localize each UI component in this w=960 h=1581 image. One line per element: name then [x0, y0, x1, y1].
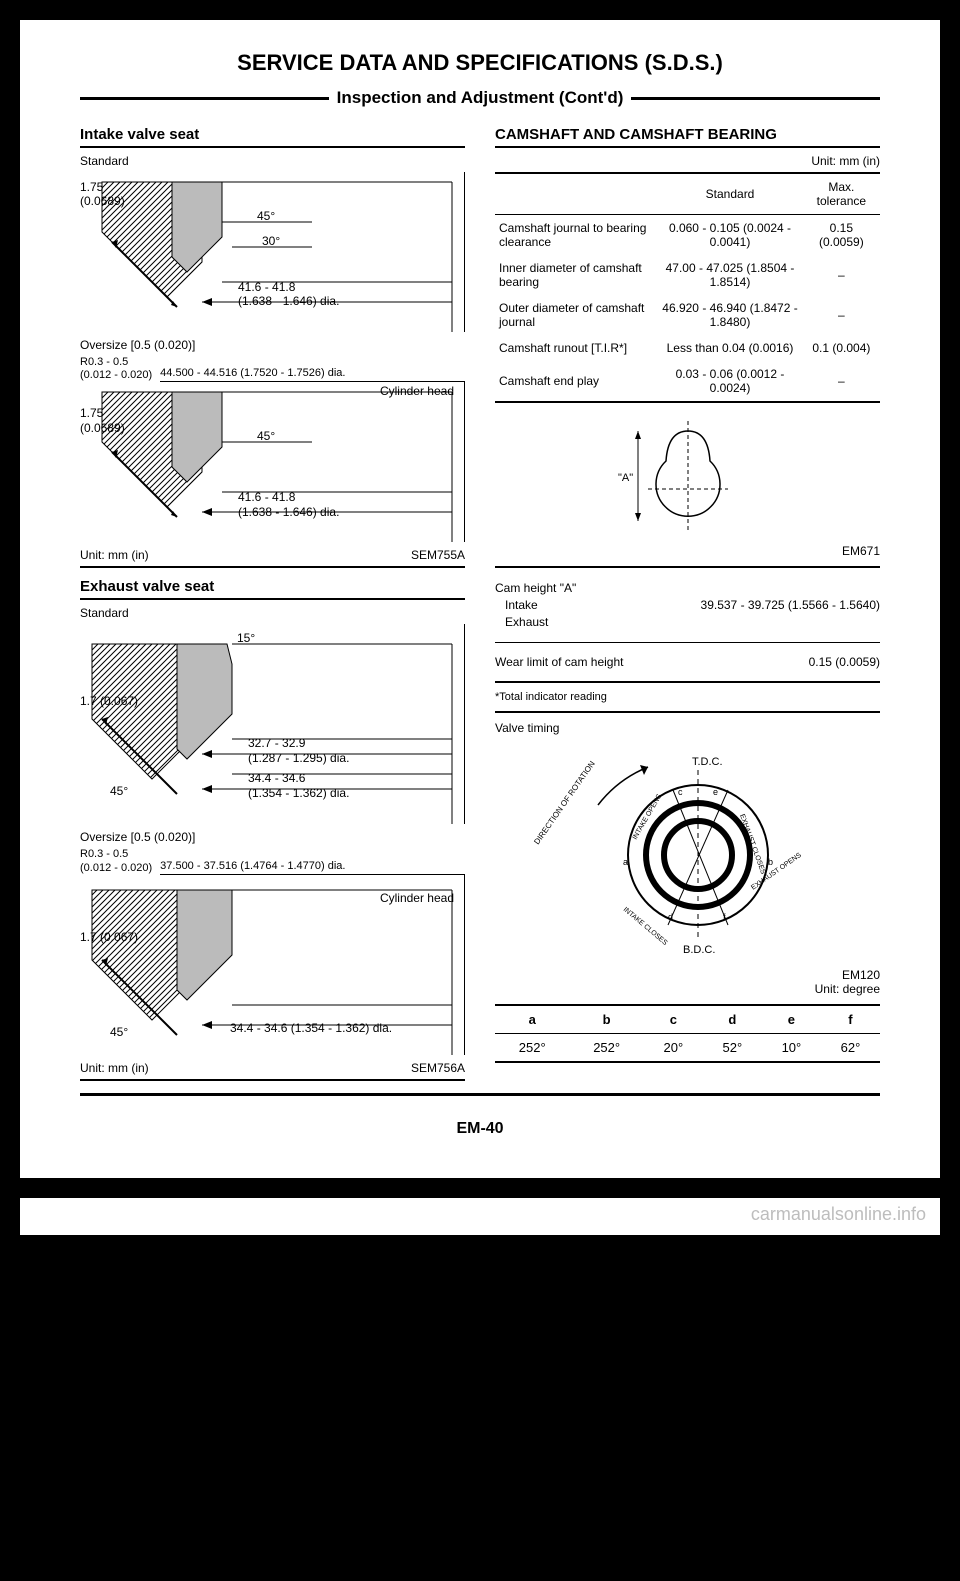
divider	[495, 711, 880, 713]
wear-limit-row: Wear limit of cam height 0.15 (0.0059)	[495, 651, 880, 673]
rule-left	[80, 97, 329, 100]
divider	[495, 566, 880, 568]
page-number: EM-40	[80, 1120, 880, 1138]
svg-text:EXHAUST CLOSES: EXHAUST CLOSES	[738, 814, 766, 876]
svg-text:15°: 15°	[237, 631, 255, 645]
exhaust-std-angle: 45°	[110, 784, 128, 798]
intake-unit: Unit: mm (in)	[80, 548, 149, 562]
intake-unit-row: Unit: mm (in) SEM755A	[80, 548, 465, 568]
svg-text:b: b	[768, 857, 773, 867]
page: SERVICE DATA AND SPECIFICATIONS (S.D.S.)…	[20, 20, 940, 1178]
rule-right	[631, 97, 880, 100]
intake-oversize-diagram: 45° Cylinder head 1.75 (0.0689) 41.6 - 4…	[80, 382, 465, 542]
main-title: SERVICE DATA AND SPECIFICATIONS (S.D.S.)	[80, 50, 880, 76]
intake-oversize-label: Oversize [0.5 (0.020)]	[80, 338, 465, 352]
cam-a-diagram: "A"	[495, 421, 880, 534]
table-row: Camshaft journal to bearing clearance 0.…	[495, 215, 880, 256]
svg-text:45°: 45°	[257, 429, 275, 443]
svg-text:DIRECTION OF ROTATION: DIRECTION OF ROTATION	[532, 760, 597, 847]
intake-os-top: R0.3 - 0.5 (0.012 - 0.020) 44.500 - 44.5…	[80, 356, 465, 382]
svg-text:c: c	[678, 787, 683, 797]
cam-height-row: Cam height "A" Intake Exhaust 39.537 - 3…	[495, 576, 880, 634]
left-column: Intake valve seat Standard	[80, 126, 465, 1081]
table-row: 252° 252° 20° 52° 10° 62°	[495, 1034, 880, 1063]
exhaust-unit-row: Unit: mm (in) SEM756A	[80, 1061, 465, 1081]
exhaust-std-width: 1.7 (0.067)	[80, 694, 138, 708]
svg-text:30°: 30°	[262, 234, 280, 248]
exhaust-os-cylhead: Cylinder head	[380, 891, 454, 905]
svg-text:e: e	[713, 787, 718, 797]
exhaust-standard-diagram: 15° 1.7 (0.067) 45° 32.7 - 32.9 (1.287 -…	[80, 624, 465, 824]
svg-text:f: f	[723, 912, 726, 922]
timing-unit: Unit: degree	[815, 982, 880, 996]
timing-fig-row: EM120 Unit: degree	[495, 968, 880, 996]
svg-text:"A": "A"	[618, 472, 633, 484]
svg-text:T.D.C.: T.D.C.	[692, 756, 723, 768]
intake-std-dia: 41.6 - 41.8 (1.638 - 1.646) dia.	[238, 280, 339, 309]
exhaust-os-dia: 34.4 - 34.6 (1.354 - 1.362) dia.	[230, 1021, 392, 1035]
intake-heading: Intake valve seat	[80, 126, 465, 148]
exhaust-std-dia2: 34.4 - 34.6 (1.354 - 1.362) dia.	[248, 771, 349, 800]
svg-text:INTAKE CLOSES: INTAKE CLOSES	[621, 907, 668, 948]
valve-timing-diagram: T.D.C. B.D.C. c e a b d f DIRECTION OF R…	[495, 745, 880, 958]
intake-standard-diagram: 45° 30° 1.75 (0.0689) 41.6 - 41.8 (1.638…	[80, 172, 465, 332]
svg-text:a: a	[623, 857, 628, 867]
cam-th-max: Max. tolerance	[803, 173, 880, 215]
divider	[495, 681, 880, 683]
cam-th-std: Standard	[657, 173, 802, 215]
table-row: Camshaft runout [T.I.R*] Less than 0.04 …	[495, 335, 880, 361]
cam-a-fig: EM671	[495, 544, 880, 558]
table-row: Camshaft end play 0.03 - 0.06 (0.0012 - …	[495, 361, 880, 402]
intake-os-cylhead: Cylinder head	[380, 384, 454, 398]
divider	[495, 642, 880, 643]
exhaust-fig: SEM756A	[411, 1061, 465, 1075]
exhaust-oversize-diagram: Cylinder head 1.7 (0.067) 45° 34.4 - 34.…	[80, 875, 465, 1055]
valve-timing-label: Valve timing	[495, 721, 880, 735]
exhaust-std-dia1: 32.7 - 32.9 (1.287 - 1.295) dia.	[248, 736, 349, 765]
svg-text:d: d	[668, 912, 673, 922]
intake-std-width: 1.75 (0.0689)	[80, 180, 125, 209]
exhaust-unit: Unit: mm (in)	[80, 1061, 149, 1075]
subtitle-row: Inspection and Adjustment (Cont'd)	[80, 88, 880, 108]
footnote: *Total indicator reading	[495, 691, 880, 703]
bottom-rule	[80, 1093, 880, 1096]
exhaust-heading: Exhaust valve seat	[80, 578, 465, 600]
exhaust-os-top: R0.3 - 0.5 (0.012 - 0.020) 37.500 - 37.5…	[80, 848, 465, 874]
subtitle: Inspection and Adjustment (Cont'd)	[329, 88, 632, 108]
camshaft-heading: CAMSHAFT AND CAMSHAFT BEARING	[495, 126, 880, 148]
exhaust-standard-label: Standard	[80, 606, 465, 620]
columns: Intake valve seat Standard	[80, 126, 880, 1081]
exhaust-os-width: 1.7 (0.067)	[80, 930, 138, 944]
svg-text:B.D.C.: B.D.C.	[683, 944, 715, 955]
camshaft-unit: Unit: mm (in)	[495, 154, 880, 168]
intake-os-dia: 41.6 - 41.8 (1.638 - 1.646) dia.	[238, 490, 339, 519]
exhaust-oversize-label: Oversize [0.5 (0.020)]	[80, 830, 465, 844]
svg-text:45°: 45°	[257, 209, 275, 223]
intake-fig: SEM755A	[411, 548, 465, 562]
timing-table: a b c d e f 252° 252° 20° 52° 10°	[495, 1004, 880, 1063]
table-row: Outer diameter of camshaft journal 46.92…	[495, 295, 880, 335]
table-row: Inner diameter of camshaft bearing 47.00…	[495, 255, 880, 295]
intake-os-width: 1.75 (0.0689)	[80, 406, 125, 435]
intake-standard-label: Standard	[80, 154, 465, 168]
exhaust-os-angle: 45°	[110, 1025, 128, 1039]
watermark: carmanualsonline.info	[20, 1198, 940, 1235]
timing-fig: EM120	[842, 968, 880, 982]
camshaft-table: Standard Max. tolerance Camshaft journal…	[495, 172, 880, 403]
right-column: CAMSHAFT AND CAMSHAFT BEARING Unit: mm (…	[495, 126, 880, 1081]
